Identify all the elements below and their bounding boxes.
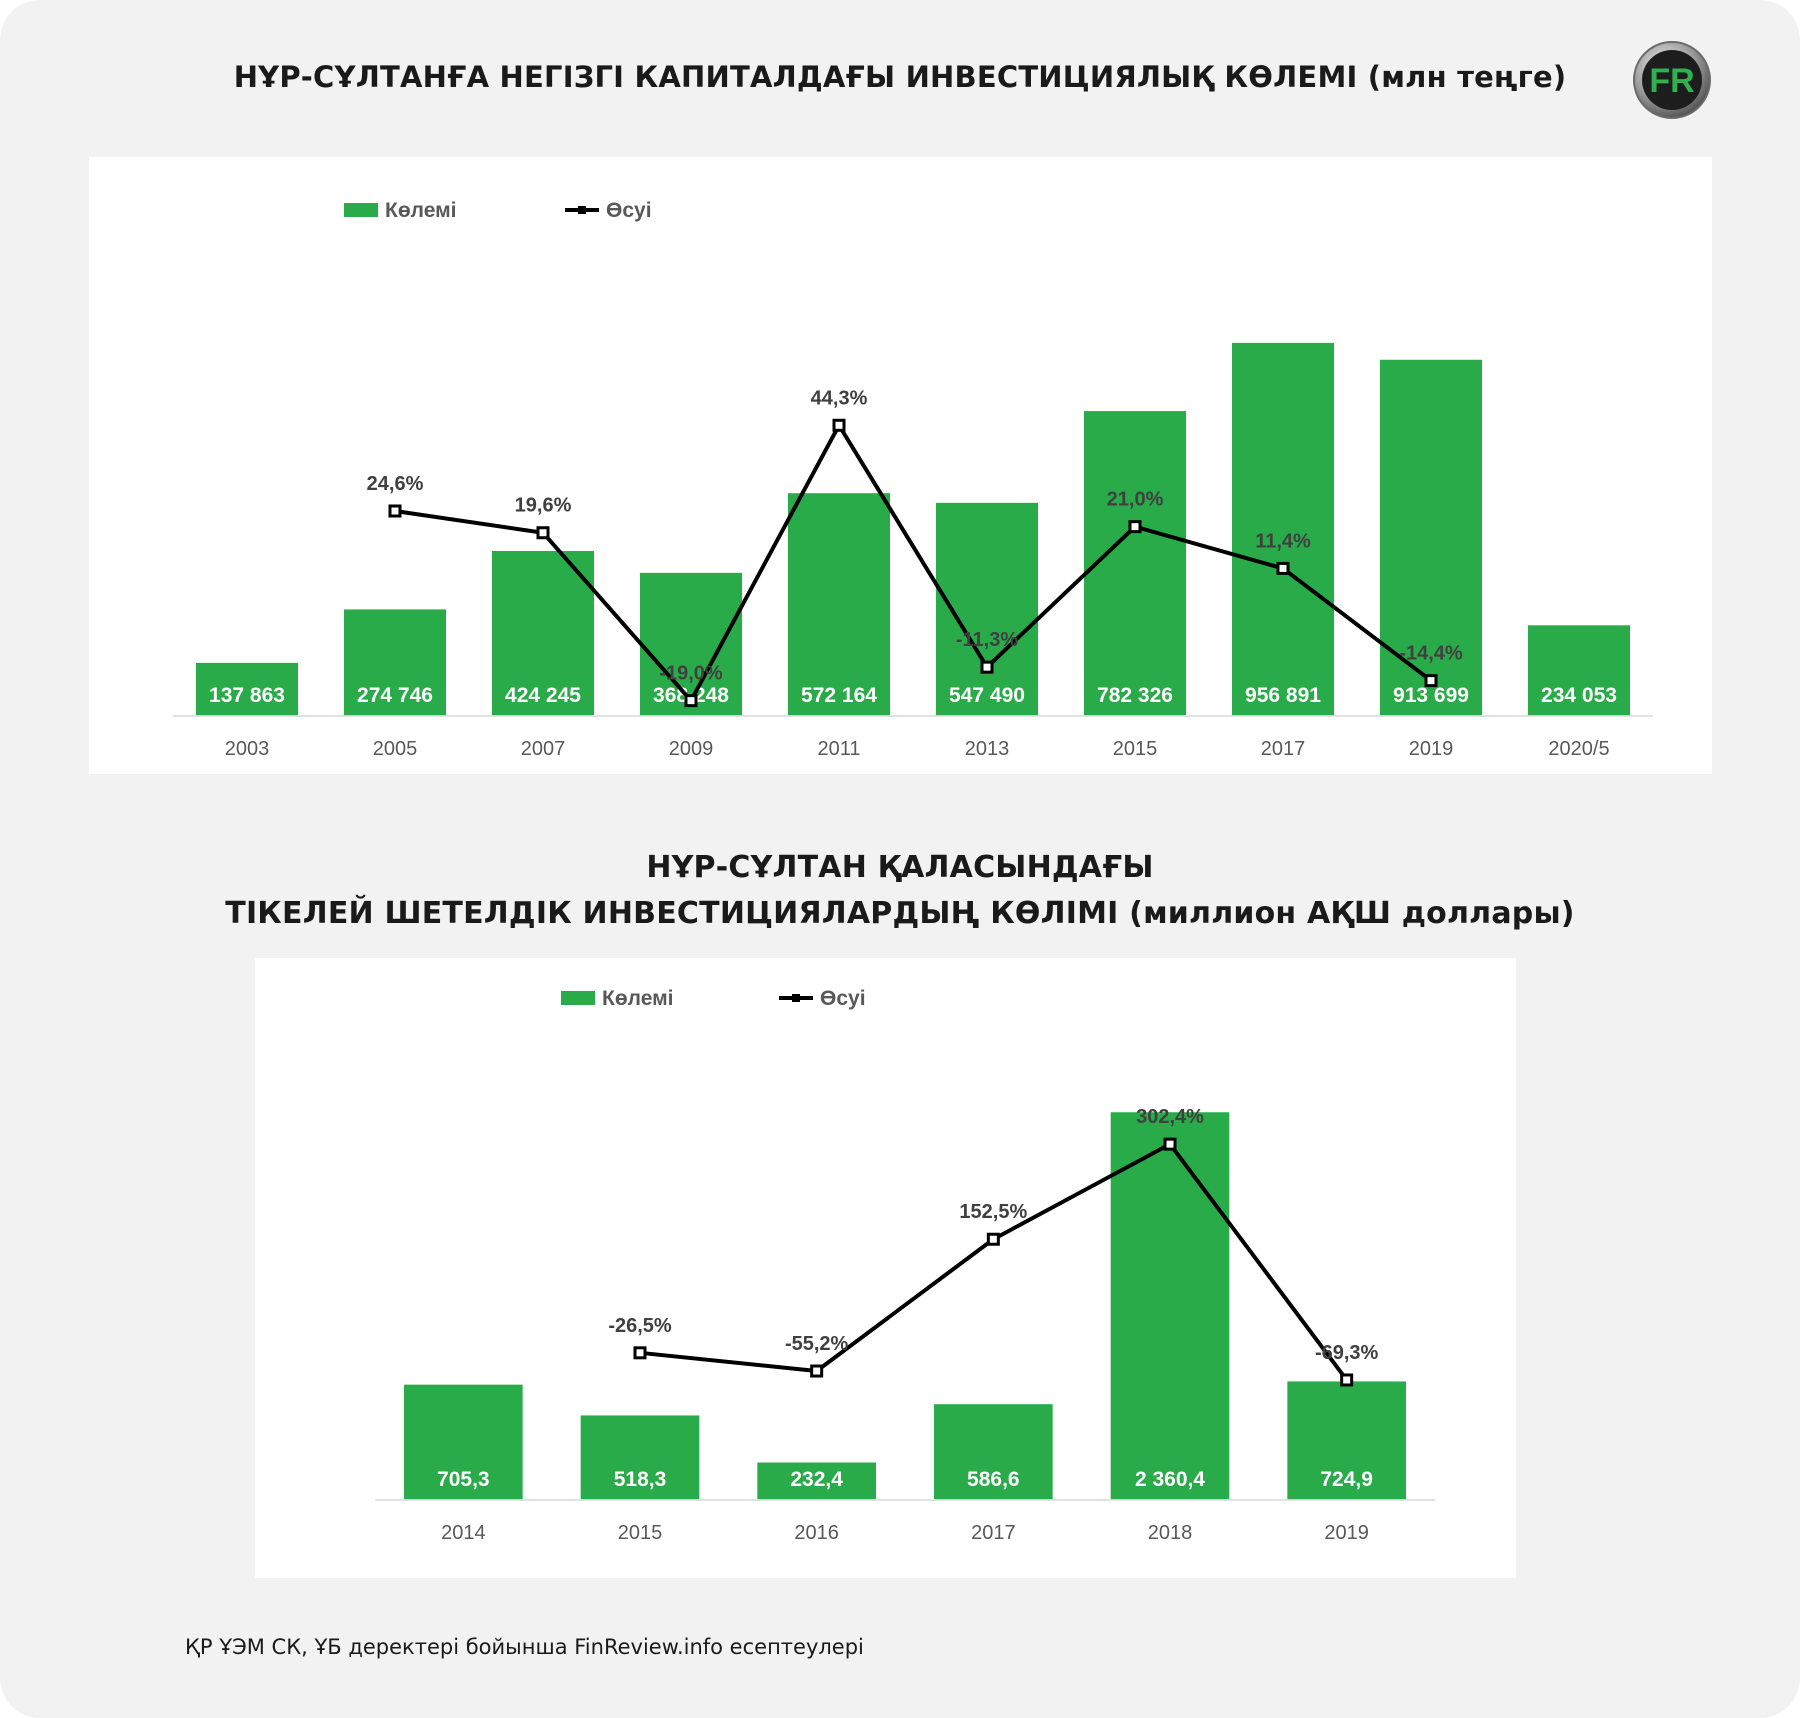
chart-1-growth-label-2019: -14,4% — [1399, 643, 1463, 665]
chart-2-bar-value-label-2015: 518,3 — [614, 1468, 667, 1491]
chart-1-bar-value-label-2015: 782 326 — [1097, 684, 1173, 707]
chart-1-bar-2003 — [194, 661, 300, 717]
chart-1-legend-line-label: Өсуі — [606, 199, 652, 222]
chart-1-bar-2017 — [1230, 341, 1336, 717]
chart-1-bar-2019 — [1378, 358, 1484, 717]
chart-1-growth-label-2011: 44,3% — [811, 387, 868, 409]
chart-1-legend-bar-swatch — [344, 203, 378, 217]
chart-2-bar-value-label-2018: 2 360,4 — [1135, 1468, 1205, 1491]
chart-2-bar-value-label-2019: 724,9 — [1320, 1468, 1373, 1491]
chart-1-x-tick-label-2019: 2019 — [1409, 738, 1454, 760]
chart-1-bar-value-label-2020/5: 234 053 — [1541, 684, 1617, 707]
chart-1-growth-point-2019 — [1424, 674, 1438, 688]
chart-1-x-tick-label-2009: 2009 — [669, 738, 714, 760]
chart-1-x-tick-label-2011: 2011 — [817, 738, 860, 760]
chart-1-legend-bar-label: Көлемі — [385, 199, 456, 222]
chart-1-bar-value-label-2007: 424 245 — [505, 684, 581, 707]
chart-1-growth-label-2017: 11,4% — [1255, 530, 1311, 552]
chart-2-bar-2018 — [1109, 1110, 1231, 1501]
finreview-logo: FR — [1633, 41, 1711, 119]
chart-1-growth-point-2017 — [1276, 561, 1290, 575]
chart-2-panel: Көлемі Өсуі 705,3 2014 518,3 2015 232,4 2016 586… — [255, 958, 1516, 1578]
chart-2-growth-label-2018: 302,4% — [1136, 1106, 1204, 1128]
logo-text: FR — [1649, 62, 1694, 100]
chart-2-growth-point-2017 — [986, 1232, 1000, 1246]
chart-1-growth-label-2013: -11,3% — [956, 629, 1018, 651]
chart-2-bar-2014 — [402, 1383, 525, 1501]
chart-2-bar-value-label-2017: 586,6 — [967, 1468, 1020, 1491]
chart-1-bar-value-label-2003: 137 863 — [209, 684, 285, 707]
chart-2-bar-2016 — [755, 1460, 878, 1501]
chart-1-growth-point-2011 — [832, 418, 846, 432]
chart-1-growth-label-2015: 21,0% — [1107, 489, 1164, 511]
chart-1-growth-point-2013 — [980, 660, 994, 674]
chart-2-x-tick-label-2017: 2017 — [971, 1522, 1016, 1544]
source-note: ҚР ҰЭМ СК, ҰБ деректері бойынша FinRevie… — [185, 1635, 864, 1659]
chart-2-x-tick-label-2018: 2018 — [1148, 1522, 1193, 1544]
chart-2-bar-2019 — [1285, 1379, 1408, 1501]
chart-2-x-tick-label-2014: 2014 — [441, 1522, 486, 1544]
chart-2-bar-value-label-2016: 232,4 — [790, 1468, 843, 1491]
chart-1-growth-label-2007: 19,6% — [515, 495, 572, 517]
chart-1-bar-value-label-2011: 572 164 — [801, 684, 877, 707]
chart-1-bar-2011 — [786, 491, 892, 717]
chart-2-legend-line-marker — [792, 994, 800, 1002]
chart-1-growth-point-2007 — [536, 526, 550, 540]
chart-1-legend-line-marker — [578, 206, 586, 214]
chart-1-growth-label-2009: -19,0% — [659, 663, 723, 685]
chart-1: Көлемі Өсуі 137 863 2003 274 746 2005 424 245 2… — [173, 199, 1653, 760]
chart-2-legend-line-label: Өсуі — [820, 987, 866, 1010]
chart-2-growth-label-2015: -26,5% — [608, 1315, 672, 1337]
chart-1-x-tick-label-2020/5: 2020/5 — [1548, 738, 1609, 760]
chart-2-x-tick-label-2015: 2015 — [618, 1522, 663, 1544]
chart-2-growth-label-2019: -69,3% — [1315, 1342, 1379, 1364]
chart-2-bar-value-label-2014: 705,3 — [437, 1468, 490, 1491]
chart-2-bar-2017 — [932, 1402, 1055, 1501]
chart-1-bar-2015 — [1082, 409, 1188, 717]
chart-2: Көлемі Өсуі 705,3 2014 518,3 2015 232,4 2016 586… — [375, 987, 1435, 1544]
chart-1-title: НҰР-СҰЛТАНҒА НЕГІЗГІ КАПИТАЛДАҒЫ ИНВЕСТИ… — [233, 60, 1567, 94]
chart-1-bar-value-label-2017: 956 891 — [1245, 684, 1321, 707]
chart-1-x-tick-label-2003: 2003 — [225, 738, 270, 760]
chart-1-bar-2005 — [342, 607, 448, 717]
chart-2-growth-point-2018 — [1163, 1137, 1177, 1151]
chart-2-growth-label-2016: -55,2% — [785, 1333, 849, 1355]
chart-2-title-line-1: НҰР-СҰЛТАН ҚАЛАСЫНДАҒЫ — [646, 850, 1154, 885]
chart-2-growth-line — [639, 1142, 1349, 1382]
chart-2-legend-bar-label: Көлемі — [602, 987, 673, 1010]
chart-1-x-tick-label-2013: 2013 — [965, 738, 1010, 760]
chart-1-bar-value-label-2019: 913 699 — [1393, 684, 1469, 707]
chart-1-x-tick-label-2005: 2005 — [373, 738, 418, 760]
chart-1-x-tick-label-2007: 2007 — [521, 738, 566, 760]
chart-1-x-tick-label-2015: 2015 — [1113, 738, 1158, 760]
chart-2-growth-point-2016 — [810, 1364, 824, 1378]
chart-1-bar-value-label-2005: 274 746 — [357, 684, 433, 707]
chart-2-bar-2015 — [579, 1413, 701, 1501]
chart-1-bar-2007 — [490, 549, 596, 717]
chart-1-growth-line — [394, 423, 1433, 703]
chart-1-bar-2020/5 — [1526, 623, 1632, 717]
chart-2-legend-bar-swatch — [561, 991, 595, 1005]
chart-2-x-tick-label-2016: 2016 — [794, 1522, 839, 1544]
chart-2-growth-label-2017: 152,5% — [959, 1201, 1027, 1223]
chart-1-panel: Көлемі Өсуі 137 863 2003 274 746 2005 424 245 2… — [89, 157, 1712, 774]
chart-1-x-tick-label-2017: 2017 — [1261, 738, 1306, 760]
chart-1-growth-point-2015 — [1128, 520, 1142, 534]
chart-2-title-line-2: ТІКЕЛЕЙ ШЕТЕЛДІК ИНВЕСТИЦИЯЛАРДЫҢ КӨЛІМІ… — [225, 896, 1575, 931]
chart-2-growth-point-2015 — [633, 1346, 647, 1360]
chart-1-growth-point-2005 — [388, 504, 402, 518]
chart-1-bar-value-label-2013: 547 490 — [949, 684, 1025, 707]
chart-2-x-tick-label-2019: 2019 — [1324, 1522, 1369, 1544]
chart-2-growth-point-2019 — [1340, 1373, 1354, 1387]
chart-1-growth-point-2009 — [684, 694, 698, 708]
chart-1-growth-label-2005: 24,6% — [367, 473, 424, 495]
